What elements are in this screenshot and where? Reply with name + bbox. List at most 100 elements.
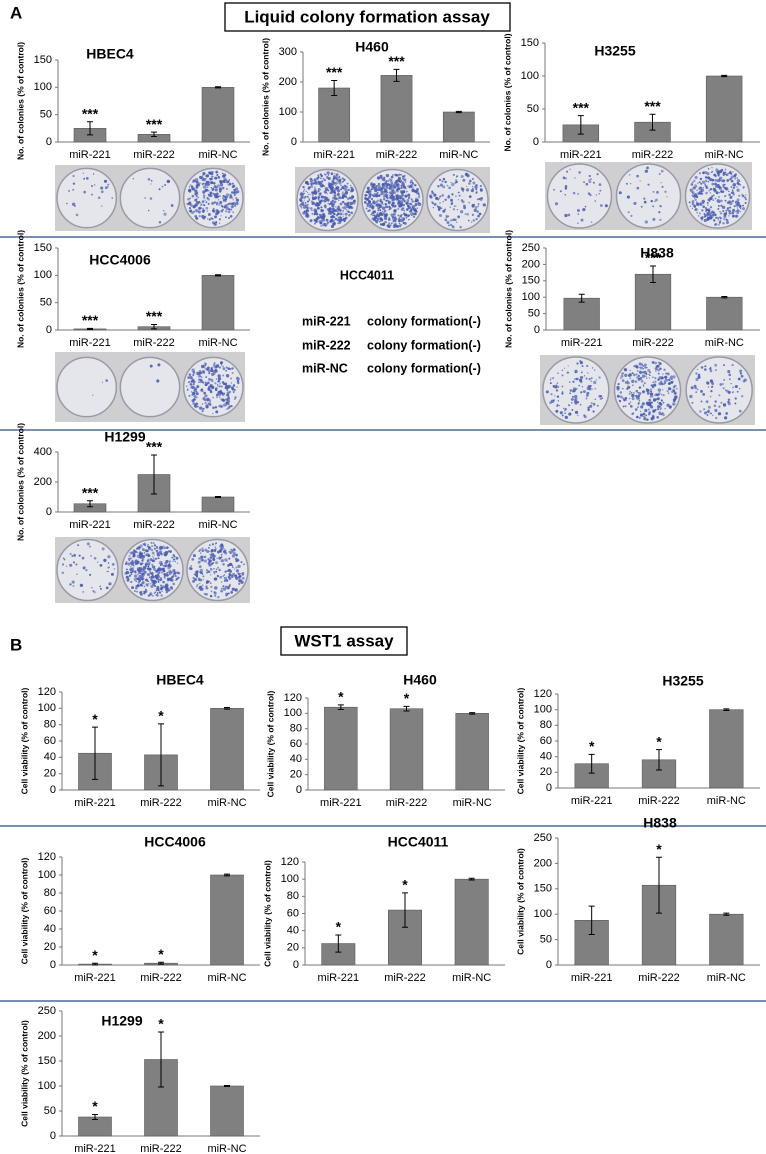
bar (390, 709, 423, 790)
colony-dot (699, 410, 701, 412)
colony-dot (736, 177, 738, 179)
colony-dot (165, 551, 167, 553)
colony-dot (583, 414, 585, 416)
colony-dot (695, 208, 698, 211)
colony-dot (640, 414, 643, 417)
colony-dot (723, 210, 724, 211)
colony-dot (317, 216, 320, 219)
significance: * (158, 1016, 164, 1032)
colony-dot (439, 196, 441, 198)
colony-dot (198, 207, 201, 210)
colony-dot (712, 415, 713, 416)
colony-dot (111, 197, 113, 199)
colony-dot (228, 587, 230, 589)
colony-dot (556, 405, 558, 407)
colony-dot (629, 174, 631, 176)
colony-dot (222, 375, 224, 377)
colony-dot (210, 586, 212, 588)
colony-dot (628, 403, 630, 405)
colony-dot (414, 190, 417, 193)
significance: * (92, 947, 98, 963)
colony-dot (222, 180, 225, 183)
colony-dot (710, 206, 712, 208)
colony-dot (215, 221, 217, 223)
colony-dot (718, 205, 720, 207)
y-tick-label: 50 (540, 934, 552, 946)
colony-dot (644, 382, 646, 384)
colony-dot (171, 204, 174, 207)
colony-dot (212, 413, 213, 414)
colony-dot (725, 412, 728, 415)
x-tick-label: miR-221 (571, 795, 613, 807)
bar (211, 708, 244, 790)
colony-dot (135, 559, 138, 562)
colony-dot (662, 414, 665, 417)
colony-dot (732, 189, 734, 191)
colony-dot (712, 179, 715, 182)
colony-dot (404, 222, 407, 225)
colony-dot (206, 201, 208, 203)
colony-dot (232, 573, 235, 576)
colony-dot (572, 381, 574, 383)
y-tick-label: 40 (290, 753, 302, 765)
colony-dot (221, 204, 223, 206)
colony-dot (342, 191, 344, 193)
colony-dot (550, 377, 551, 378)
colony-dot (672, 375, 675, 378)
colony-dot (218, 406, 219, 407)
colony-dot (317, 205, 319, 207)
colony-dot (220, 406, 221, 407)
colony-dot (386, 200, 388, 202)
colony-dot (327, 222, 329, 224)
colony-dot (413, 209, 415, 211)
colony-dot (569, 168, 571, 170)
colony-dot (222, 381, 225, 384)
colony-dot (154, 548, 156, 550)
colony-dot (726, 221, 729, 224)
colony-dot (628, 211, 630, 213)
colony-dot (645, 415, 647, 417)
colony-dot (327, 203, 328, 204)
colony-dot (707, 181, 709, 183)
colony-dot (142, 567, 143, 568)
colony-dot (399, 206, 400, 207)
colony-dot (656, 191, 659, 194)
colony-dot (190, 567, 193, 570)
colony-dot (333, 222, 336, 225)
colony-dot (214, 185, 217, 188)
y-axis-label: No. of colonies (% of control) (502, 33, 512, 151)
colony-dot (704, 368, 707, 371)
y-tick-label: 150 (34, 54, 52, 66)
colony-dot (203, 579, 204, 580)
significance: *** (573, 99, 590, 115)
colony-dot (131, 574, 133, 576)
colony-dot (657, 379, 659, 381)
y-tick-label: 250 (38, 1005, 56, 1017)
colony-dot (222, 585, 224, 587)
colony-dot (94, 184, 96, 186)
colony-dot (738, 183, 741, 186)
y-tick-label: 80 (287, 890, 299, 902)
colony-dot (623, 405, 625, 407)
colony-dot (473, 219, 475, 221)
colony-dot (662, 373, 663, 374)
colony-dot (206, 582, 208, 584)
colony-dot (90, 555, 91, 556)
colony-dot (215, 561, 218, 564)
colony-dot (597, 173, 599, 175)
y-tick-label: 0 (46, 136, 52, 148)
colony-dot (651, 407, 652, 408)
colony-dot (151, 545, 153, 547)
colony-dot (714, 409, 717, 412)
x-tick-label: miR-221 (320, 797, 362, 809)
colony-dot (382, 191, 385, 194)
colony-dot (573, 389, 576, 392)
x-tick-label: miR-NC (198, 337, 237, 349)
significance: *** (82, 105, 99, 121)
colony-dot (217, 575, 219, 577)
colony-dot (191, 386, 194, 389)
colony-dot (379, 215, 380, 216)
colony-dot (728, 215, 729, 216)
colony-dot (201, 410, 203, 412)
colony-dot (621, 372, 624, 375)
